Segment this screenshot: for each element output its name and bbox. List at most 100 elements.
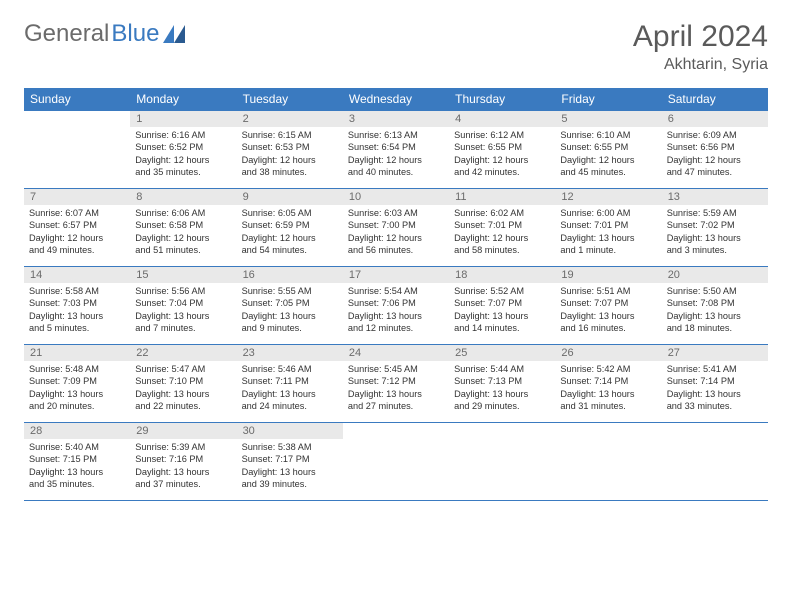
day-detail-line: Sunset: 6:58 PM [135, 219, 231, 231]
day-detail-line: Sunrise: 6:07 AM [29, 207, 125, 219]
day-detail-line: Sunset: 7:10 PM [135, 375, 231, 387]
day-detail-line: Sunrise: 5:46 AM [242, 363, 338, 375]
calendar-week-row: 21Sunrise: 5:48 AMSunset: 7:09 PMDayligh… [24, 345, 768, 423]
day-detail: Sunrise: 6:10 AMSunset: 6:55 PMDaylight:… [555, 127, 661, 183]
day-detail-line: Sunrise: 5:41 AM [667, 363, 763, 375]
calendar-day-cell: 18Sunrise: 5:52 AMSunset: 7:07 PMDayligh… [449, 267, 555, 345]
day-detail-line: Sunset: 7:01 PM [560, 219, 656, 231]
day-detail-line: and 9 minutes. [242, 322, 338, 334]
day-detail-line: and 24 minutes. [242, 400, 338, 412]
calendar-empty-cell [343, 423, 449, 501]
day-detail-line: and 1 minute. [560, 244, 656, 256]
day-detail-line: Daylight: 12 hours [560, 154, 656, 166]
day-detail-line: and 20 minutes. [29, 400, 125, 412]
calendar-day-cell: 4Sunrise: 6:12 AMSunset: 6:55 PMDaylight… [449, 111, 555, 189]
calendar-day-cell: 7Sunrise: 6:07 AMSunset: 6:57 PMDaylight… [24, 189, 130, 267]
day-detail-line: Sunrise: 5:44 AM [454, 363, 550, 375]
day-detail: Sunrise: 6:06 AMSunset: 6:58 PMDaylight:… [130, 205, 236, 261]
day-detail-line: Sunset: 6:57 PM [29, 219, 125, 231]
day-number: 12 [555, 189, 661, 205]
weekday-header: Saturday [662, 88, 768, 111]
day-detail-line: Sunrise: 5:59 AM [667, 207, 763, 219]
logo: GeneralBlue [24, 20, 185, 48]
day-detail-line: Sunset: 7:09 PM [29, 375, 125, 387]
calendar-day-cell: 20Sunrise: 5:50 AMSunset: 7:08 PMDayligh… [662, 267, 768, 345]
day-detail-line: and 42 minutes. [454, 166, 550, 178]
day-detail-line: and 33 minutes. [667, 400, 763, 412]
location-label: Akhtarin, Syria [633, 56, 768, 74]
day-detail-line: Daylight: 13 hours [667, 232, 763, 244]
day-detail-line: Sunset: 7:15 PM [29, 453, 125, 465]
calendar-week-row: 7 Sunrise: 6:07 AMSunset: 6:57 PM Daylight… [24, 189, 768, 267]
day-detail-line: Sunrise: 5:51 AM [560, 285, 656, 297]
calendar-day-cell: 8Sunrise: 6:06 AMSunset: 6:58 PMDaylight… [130, 189, 236, 267]
day-number: 1 [130, 111, 236, 127]
day-detail-line: Sunset: 7:12 PM [348, 375, 444, 387]
day-detail-line: and 49 minutes. [29, 244, 125, 256]
day-detail-line: and 7 minutes. [135, 322, 231, 334]
calendar-day-cell: 14Sunrise: 5:58 AMSunset: 7:03 PMDayligh… [24, 267, 130, 345]
day-number: 20 [662, 267, 768, 283]
calendar-day-cell: 22Sunrise: 5:47 AMSunset: 7:10 PMDayligh… [130, 345, 236, 423]
day-detail-line: Daylight: 13 hours [29, 466, 125, 478]
day-detail-line: Daylight: 13 hours [348, 310, 444, 322]
day-detail-line: Daylight: 12 hours [348, 154, 444, 166]
day-detail-line: and 39 minutes. [242, 478, 338, 490]
day-number: 6 [662, 111, 768, 127]
day-detail: Sunrise: 5:44 AMSunset: 7:13 PMDaylight:… [449, 361, 555, 417]
day-detail-line: Sunrise: 5:58 AM [29, 285, 125, 297]
day-detail-line: Sunrise: 5:50 AM [667, 285, 763, 297]
day-detail-line: and 5 minutes. [29, 322, 125, 334]
day-detail-line: Sunrise: 5:47 AM [135, 363, 231, 375]
day-detail-line: Daylight: 12 hours [242, 154, 338, 166]
day-number: 2 [237, 111, 343, 127]
day-detail-line: and 35 minutes. [29, 478, 125, 490]
calendar-day-cell: 10Sunrise: 6:03 AMSunset: 7:00 PMDayligh… [343, 189, 449, 267]
day-detail-line: Sunrise: 5:56 AM [135, 285, 231, 297]
day-detail: Sunrise: 5:56 AMSunset: 7:04 PMDaylight:… [130, 283, 236, 339]
day-detail: Sunrise: 5:48 AMSunset: 7:09 PMDaylight:… [24, 361, 130, 417]
day-detail: Sunrise: 6:00 AMSunset: 7:01 PMDaylight:… [555, 205, 661, 261]
day-detail-line: Sunset: 7:05 PM [242, 297, 338, 309]
day-number: 11 [449, 189, 555, 205]
day-number: 3 [343, 111, 449, 127]
day-detail-line: Sunrise: 6:13 AM [348, 129, 444, 141]
day-detail-line: Sunset: 7:17 PM [242, 453, 338, 465]
day-number: 14 [24, 267, 130, 283]
day-detail-line: Sunset: 7:00 PM [348, 219, 444, 231]
day-detail-line: Sunset: 7:16 PM [135, 453, 231, 465]
day-detail-line: Sunrise: 5:55 AM [242, 285, 338, 297]
day-detail: Sunrise: 5:40 AMSunset: 7:15 PMDaylight:… [24, 439, 130, 495]
calendar-day-cell: 21Sunrise: 5:48 AMSunset: 7:09 PMDayligh… [24, 345, 130, 423]
day-detail: Sunrise: 6:09 AMSunset: 6:56 PMDaylight:… [662, 127, 768, 183]
day-detail-line: and 37 minutes. [135, 478, 231, 490]
calendar-day-cell: 30Sunrise: 5:38 AMSunset: 7:17 PMDayligh… [237, 423, 343, 501]
logo-text-1: General [24, 20, 109, 48]
day-detail: Sunrise: 5:39 AMSunset: 7:16 PMDaylight:… [130, 439, 236, 495]
day-number: 19 [555, 267, 661, 283]
calendar-day-cell: 17Sunrise: 5:54 AMSunset: 7:06 PMDayligh… [343, 267, 449, 345]
day-detail-line: and 3 minutes. [667, 244, 763, 256]
day-detail: Sunrise: 5:46 AMSunset: 7:11 PMDaylight:… [237, 361, 343, 417]
page-title: April 2024 [633, 20, 768, 54]
day-number: 7 [24, 189, 130, 205]
day-detail-line: Sunrise: 5:39 AM [135, 441, 231, 453]
day-detail: Sunrise: 5:52 AMSunset: 7:07 PMDaylight:… [449, 283, 555, 339]
day-detail-line: Sunset: 7:08 PM [667, 297, 763, 309]
day-detail-line: Sunrise: 6:16 AM [135, 129, 231, 141]
day-detail-line: Sunset: 7:14 PM [560, 375, 656, 387]
day-detail: Sunrise: 5:41 AMSunset: 7:14 PMDaylight:… [662, 361, 768, 417]
day-detail-line: Daylight: 13 hours [454, 388, 550, 400]
calendar-empty-cell [555, 423, 661, 501]
day-detail: Sunrise: 6:12 AMSunset: 6:55 PMDaylight:… [449, 127, 555, 183]
day-detail-line: Daylight: 12 hours [348, 232, 444, 244]
day-detail-line: Daylight: 13 hours [242, 388, 338, 400]
calendar-week-row: 14Sunrise: 5:58 AMSunset: 7:03 PMDayligh… [24, 267, 768, 345]
calendar-day-cell: 2Sunrise: 6:15 AMSunset: 6:53 PMDaylight… [237, 111, 343, 189]
calendar-day-cell: 9Sunrise: 6:05 AMSunset: 6:59 PMDaylight… [237, 189, 343, 267]
calendar-day-cell: 27Sunrise: 5:41 AMSunset: 7:14 PMDayligh… [662, 345, 768, 423]
day-detail: Sunrise: 5:50 AMSunset: 7:08 PMDaylight:… [662, 283, 768, 339]
day-detail-line: Sunrise: 5:40 AM [29, 441, 125, 453]
day-detail-line: and 22 minutes. [135, 400, 231, 412]
day-detail-line: and 18 minutes. [667, 322, 763, 334]
